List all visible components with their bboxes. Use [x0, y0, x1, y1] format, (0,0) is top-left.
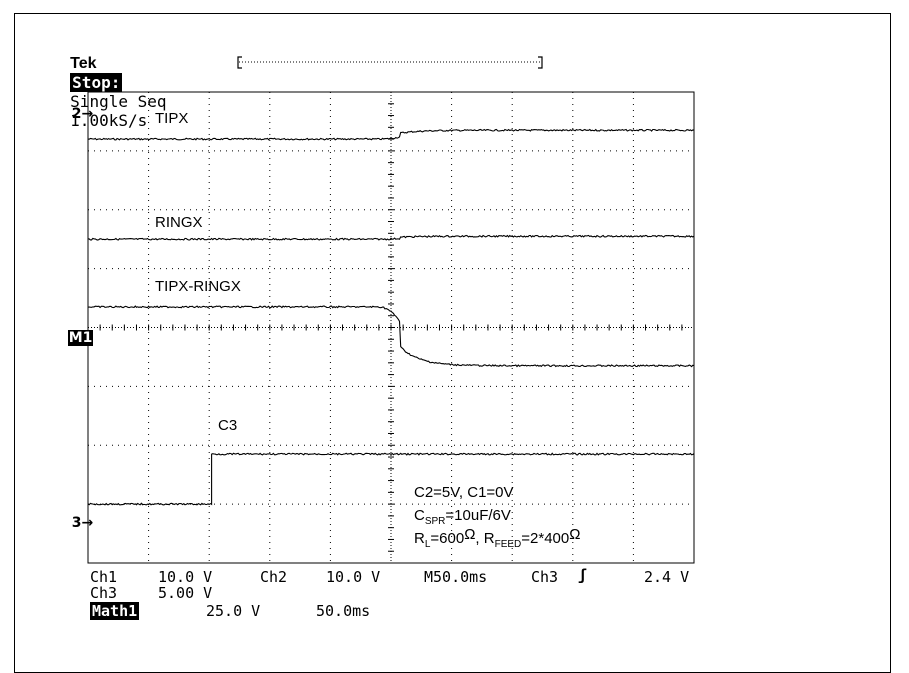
- acq-state-badge: Stop:: [70, 73, 123, 92]
- ch2-name: Ch2: [260, 568, 288, 586]
- traces: [87, 128, 695, 506]
- trace-label-c3: C3: [218, 417, 237, 434]
- trace-label-tipx: TIPX: [155, 110, 188, 127]
- scope-display: TIPX RINGX TIPX-RINGX C3 C2=5V, C1=0V CSPR=1…: [87, 56, 695, 564]
- ch3-scale: 5.00 V: [158, 584, 213, 602]
- trace-labels: TIPX RINGX TIPX-RINGX C3: [155, 110, 241, 434]
- trace-ringx: [87, 234, 695, 241]
- brand-label: Tek: [70, 55, 97, 72]
- annotation-line-2: CSPR=10uF/6V: [414, 507, 511, 527]
- trace-label-ringx: RINGX: [155, 214, 203, 231]
- trace-tipx: [87, 128, 695, 141]
- record-bar-left-bracket: [237, 56, 242, 69]
- ch2-marker: 2→: [71, 106, 94, 122]
- record-bar-right-bracket: [538, 56, 543, 69]
- record-length-bar: [237, 56, 543, 69]
- trigger-source: Ch3: [531, 568, 559, 586]
- ch3-marker: 3→: [71, 515, 94, 531]
- math-marker: M1: [67, 330, 94, 346]
- math-scale: 25.0 V: [206, 602, 261, 620]
- trace-tipx-ringx: [87, 305, 695, 368]
- annotation-line-1: C2=5V, C1=0V: [414, 484, 514, 501]
- graticule: [87, 91, 695, 564]
- sample-rate-label: 1.00kS/s: [70, 111, 148, 130]
- math-time: 50.0ms: [316, 602, 371, 620]
- timebase: M50.0ms: [424, 568, 488, 586]
- trace-label-tipx-ringx: TIPX-RINGX: [155, 278, 241, 295]
- math-name: Math1: [90, 602, 140, 620]
- acq-mode-label: Single Seq: [70, 92, 167, 111]
- ch1-name: Ch1: [90, 568, 118, 586]
- trace-c3: [87, 452, 695, 506]
- ch3-name: Ch3: [90, 584, 118, 602]
- annotation-line-3: RL=600Ω, RFEED=2*400Ω: [414, 526, 580, 550]
- trigger-level: 2.4 V: [644, 568, 690, 586]
- ch2-scale: 10.0 V: [326, 568, 381, 586]
- scope-header: Tek Stop: Single Seq 1.00kS/s: [60, 34, 167, 130]
- ch1-scale: 10.0 V: [158, 568, 213, 586]
- trigger-slope-icon: ʃ: [578, 566, 588, 584]
